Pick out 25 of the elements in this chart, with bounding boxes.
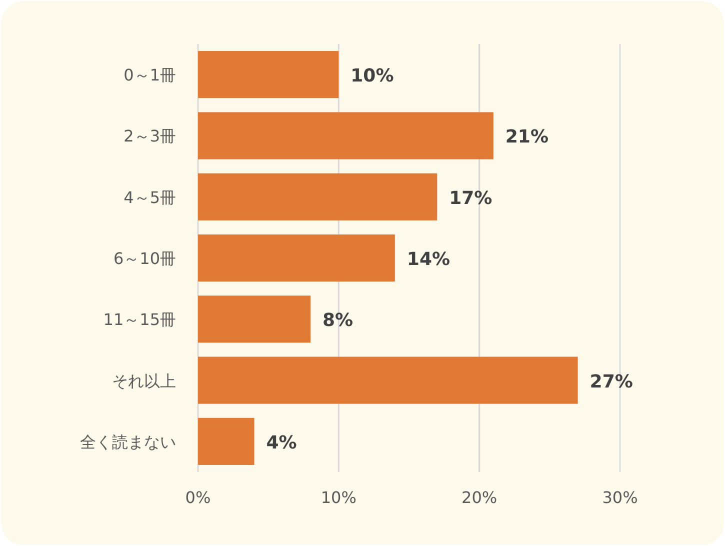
- bar: [198, 418, 254, 465]
- data-label: 27%: [590, 371, 633, 392]
- y-tick-label: 4～5冊: [124, 188, 176, 207]
- bar: [198, 112, 494, 160]
- data-label: 17%: [449, 188, 492, 209]
- y-tick-label: 6～10冊: [113, 249, 176, 268]
- y-tick-label: それ以上: [112, 371, 176, 390]
- x-tick-label: 0%: [185, 488, 211, 507]
- y-tick-label: 11～15冊: [103, 310, 176, 330]
- y-tick-label: 2～3冊: [124, 126, 176, 146]
- bar: [198, 296, 311, 343]
- bar: [198, 173, 438, 220]
- x-tick-label: 10%: [320, 488, 356, 507]
- y-tick-label: 全く読まない: [80, 432, 176, 452]
- data-label: 8%: [322, 310, 354, 332]
- data-label: 10%: [350, 66, 394, 87]
- bar: [198, 234, 395, 282]
- y-tick-label: 0～1冊: [124, 66, 176, 85]
- data-label: 14%: [406, 249, 450, 270]
- data-label: 21%: [505, 126, 548, 148]
- bar: [198, 356, 578, 404]
- x-tick-label: 30%: [602, 488, 638, 507]
- x-tick-label: 20%: [462, 488, 498, 507]
- data-label: 4%: [266, 432, 297, 454]
- bar: [198, 51, 339, 98]
